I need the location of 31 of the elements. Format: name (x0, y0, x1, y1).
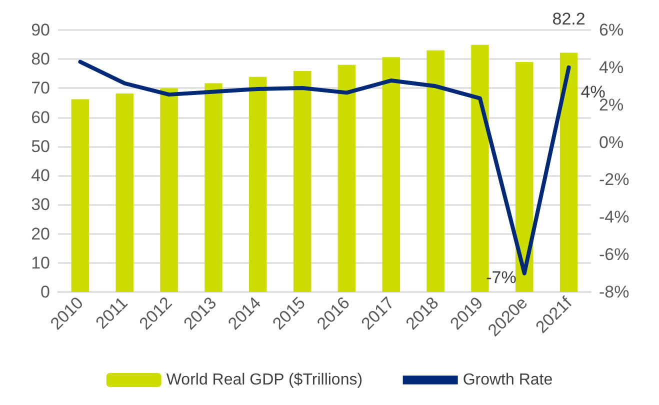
y2-tick-label: -6% (599, 245, 630, 264)
y-tick-label: 10 (31, 253, 50, 272)
y-tick-label: 50 (31, 136, 50, 156)
bar (116, 93, 134, 292)
bar (382, 57, 400, 292)
y2-tick-label: -2% (599, 170, 630, 190)
y-tick-label: 70 (31, 78, 50, 98)
legend-label: Growth Rate (462, 372, 553, 388)
bar (560, 52, 578, 292)
y-tick-label: 0 (40, 282, 50, 302)
y-tick-label: 30 (31, 195, 50, 214)
y2-tick-label: 4% (599, 58, 624, 77)
bar (293, 71, 312, 292)
y2-tick-label: -8% (599, 282, 630, 302)
y-tick-label: 80 (31, 50, 50, 69)
data-label: 82.2 (552, 10, 586, 29)
bar (204, 83, 222, 292)
bar (426, 50, 444, 292)
y2-tick-label: 6% (599, 20, 624, 40)
bar (338, 64, 356, 292)
bar (71, 99, 90, 292)
y-tick-label: 20 (31, 224, 50, 244)
y-tick-label: 40 (31, 166, 50, 186)
y2-tick-label: -4% (599, 208, 630, 227)
y2-tick-label: 0% (599, 132, 624, 152)
legend-label: World Real GDP ($Trillions) (166, 372, 363, 388)
bar (160, 88, 178, 292)
y-tick-label: 60 (31, 108, 50, 127)
bar (515, 62, 534, 292)
bar (248, 76, 267, 292)
y-tick-label: 90 (31, 20, 50, 40)
